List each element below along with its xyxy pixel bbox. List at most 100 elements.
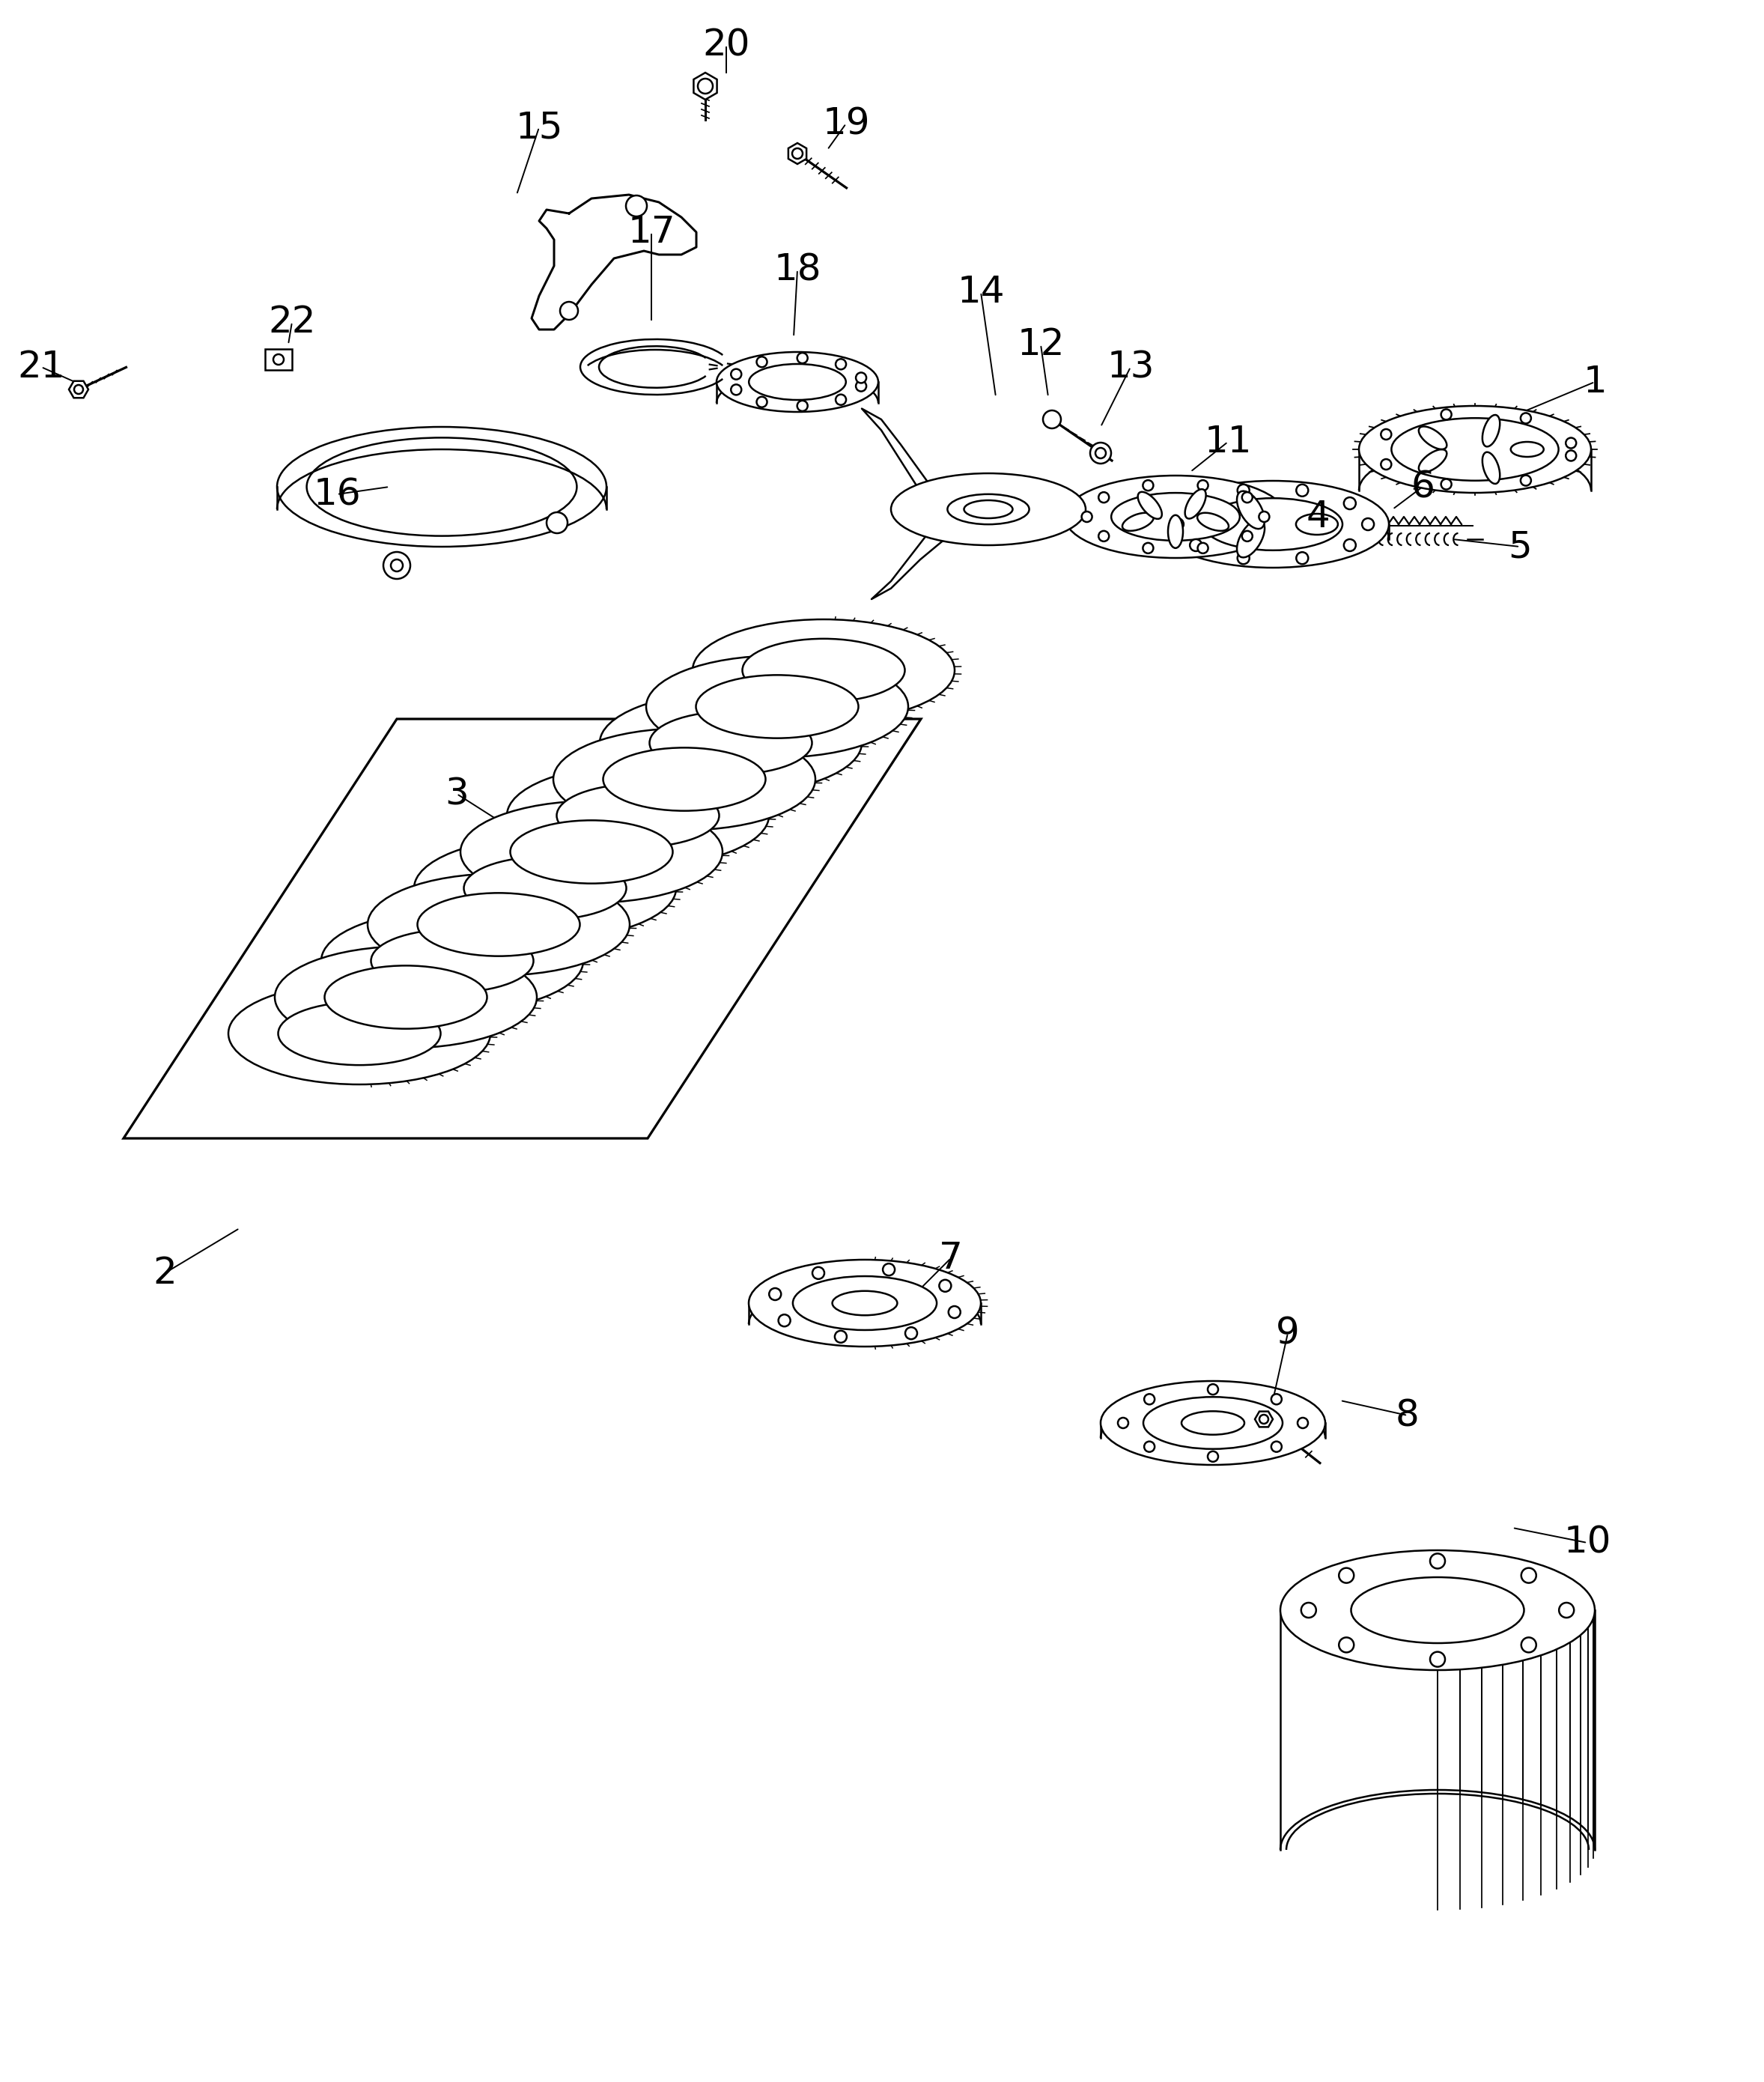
Ellipse shape <box>1392 418 1559 481</box>
Circle shape <box>1381 460 1392 471</box>
Circle shape <box>1297 552 1309 564</box>
Circle shape <box>1099 531 1110 541</box>
Ellipse shape <box>833 1291 898 1316</box>
Ellipse shape <box>557 785 720 847</box>
Text: 11: 11 <box>1205 425 1252 460</box>
Circle shape <box>1043 410 1060 429</box>
Text: 22: 22 <box>268 304 316 339</box>
Ellipse shape <box>1297 514 1337 535</box>
Ellipse shape <box>792 1276 937 1330</box>
Ellipse shape <box>1101 1380 1325 1466</box>
Ellipse shape <box>1358 406 1591 493</box>
Ellipse shape <box>748 1260 981 1347</box>
Circle shape <box>1191 539 1201 552</box>
Text: 7: 7 <box>938 1241 963 1276</box>
Ellipse shape <box>1065 475 1286 558</box>
Circle shape <box>1441 410 1452 421</box>
Text: 15: 15 <box>515 110 563 146</box>
Polygon shape <box>789 144 806 164</box>
Circle shape <box>1441 479 1452 489</box>
Circle shape <box>836 358 847 369</box>
Circle shape <box>813 1268 824 1278</box>
Text: 18: 18 <box>774 252 822 287</box>
Circle shape <box>559 302 579 321</box>
Ellipse shape <box>510 820 672 883</box>
Ellipse shape <box>1510 441 1544 456</box>
Circle shape <box>383 552 411 579</box>
Ellipse shape <box>693 618 954 720</box>
Circle shape <box>1237 485 1249 496</box>
Polygon shape <box>693 73 716 100</box>
Circle shape <box>1259 1414 1268 1424</box>
Ellipse shape <box>603 747 766 810</box>
Ellipse shape <box>646 656 908 758</box>
Circle shape <box>1431 1553 1445 1568</box>
Ellipse shape <box>506 764 769 866</box>
Ellipse shape <box>325 966 487 1029</box>
Circle shape <box>74 385 83 393</box>
Ellipse shape <box>418 893 580 956</box>
Circle shape <box>856 381 866 391</box>
Text: 14: 14 <box>958 275 1005 310</box>
Circle shape <box>1118 1418 1129 1428</box>
Ellipse shape <box>1482 414 1499 448</box>
Circle shape <box>1339 1568 1355 1582</box>
Ellipse shape <box>554 729 815 831</box>
Polygon shape <box>69 381 88 398</box>
Text: 21: 21 <box>18 350 65 385</box>
Circle shape <box>1143 481 1154 491</box>
Circle shape <box>1242 491 1252 502</box>
Circle shape <box>1339 1636 1355 1653</box>
Ellipse shape <box>1482 452 1499 483</box>
Ellipse shape <box>321 910 584 1012</box>
Text: 2: 2 <box>153 1255 176 1291</box>
Ellipse shape <box>1143 1397 1282 1449</box>
Circle shape <box>1272 1441 1282 1451</box>
Polygon shape <box>1254 1412 1274 1426</box>
Circle shape <box>1362 518 1374 531</box>
Ellipse shape <box>1182 1412 1244 1434</box>
Circle shape <box>1237 552 1249 564</box>
Circle shape <box>1145 1441 1155 1451</box>
Circle shape <box>1198 543 1208 554</box>
Ellipse shape <box>891 473 1085 545</box>
Ellipse shape <box>367 874 630 976</box>
Circle shape <box>1521 412 1531 423</box>
Circle shape <box>1198 481 1208 491</box>
Circle shape <box>1208 1451 1219 1462</box>
Ellipse shape <box>963 500 1013 518</box>
Circle shape <box>949 1305 960 1318</box>
Circle shape <box>757 398 767 408</box>
Ellipse shape <box>1198 512 1230 531</box>
Text: 17: 17 <box>628 214 676 250</box>
Text: 13: 13 <box>1106 350 1154 385</box>
Circle shape <box>1208 1385 1219 1395</box>
Circle shape <box>834 1330 847 1343</box>
Circle shape <box>1259 512 1270 523</box>
Ellipse shape <box>464 856 626 920</box>
Ellipse shape <box>750 364 847 400</box>
Ellipse shape <box>1185 489 1207 518</box>
Circle shape <box>1521 1636 1536 1653</box>
Ellipse shape <box>275 945 536 1047</box>
Circle shape <box>1242 531 1252 541</box>
Ellipse shape <box>743 639 905 702</box>
Ellipse shape <box>1203 498 1342 550</box>
Circle shape <box>1081 512 1092 523</box>
Circle shape <box>1272 1395 1282 1405</box>
Text: 19: 19 <box>822 106 870 142</box>
Circle shape <box>1344 539 1357 552</box>
Ellipse shape <box>1138 491 1162 518</box>
Ellipse shape <box>716 352 878 412</box>
Circle shape <box>1344 498 1357 510</box>
Circle shape <box>1381 429 1392 439</box>
Circle shape <box>626 196 647 217</box>
Text: 9: 9 <box>1275 1316 1300 1351</box>
Circle shape <box>1566 450 1577 460</box>
Circle shape <box>273 354 284 364</box>
Text: 12: 12 <box>1018 327 1064 362</box>
Text: 3: 3 <box>445 777 469 812</box>
Circle shape <box>730 385 741 396</box>
Text: 4: 4 <box>1305 500 1330 535</box>
Circle shape <box>1145 1395 1155 1405</box>
